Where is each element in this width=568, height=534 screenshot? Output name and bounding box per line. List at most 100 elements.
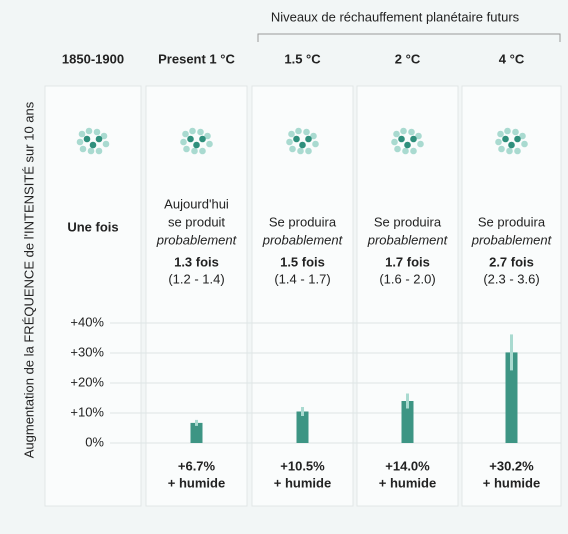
column-header: Present 1 °C — [158, 51, 235, 66]
icon-dot — [497, 130, 504, 138]
icon-dot — [394, 145, 401, 153]
value-label: +14.0% — [385, 458, 430, 473]
icon-dot — [89, 141, 97, 149]
description: probablement — [471, 232, 553, 247]
bar — [401, 401, 414, 443]
icon-dot — [199, 147, 206, 155]
frequency: 1.3 fois — [174, 254, 219, 269]
y-tick-label: 0% — [85, 434, 104, 449]
description: Se produira — [374, 214, 442, 229]
description: Se produira — [478, 214, 546, 229]
frequency: Une fois — [67, 219, 118, 234]
y-tick-label: +40% — [70, 314, 104, 329]
icon-dot — [76, 138, 84, 146]
frequency: 2.7 fois — [489, 254, 534, 269]
icon-dot — [83, 135, 91, 143]
suffix-label: + humide — [379, 475, 436, 490]
icon-dot — [206, 140, 213, 148]
icon-dot — [286, 138, 293, 146]
icon-dot — [85, 127, 93, 135]
description: probablement — [367, 232, 449, 247]
frequency: 1.7 fois — [385, 254, 430, 269]
icon-dot — [310, 132, 317, 140]
description: Se produira — [269, 214, 337, 229]
bracket — [257, 33, 561, 42]
icon-dot — [182, 130, 189, 138]
icon-dot — [180, 138, 187, 146]
suffix-label: + humide — [483, 475, 540, 490]
bar — [190, 422, 203, 443]
icon-dot — [519, 132, 526, 140]
icon-dot — [305, 135, 312, 143]
value-label: +30.2% — [489, 458, 534, 473]
icon-dot — [187, 135, 194, 143]
icon-dot — [303, 128, 310, 136]
icon-dot — [191, 147, 198, 155]
icon-dot — [100, 132, 108, 140]
range: (1.6 - 2.0) — [379, 271, 435, 286]
icon-dot — [295, 127, 302, 135]
icon-dot — [204, 132, 211, 140]
icon-dot — [199, 135, 206, 143]
icon-dot — [312, 140, 319, 148]
icon-dot — [391, 138, 398, 146]
icon-dot — [521, 140, 528, 148]
icon-dot — [400, 127, 407, 135]
range: (1.2 - 1.4) — [168, 271, 224, 286]
column-header: 2 °C — [395, 51, 421, 66]
value-label: +10.5% — [280, 458, 325, 473]
icon-dot — [95, 135, 103, 143]
icon-dot — [289, 145, 296, 153]
icon-dot — [495, 138, 502, 146]
icon-dot — [404, 141, 411, 149]
column-header: 1.5 °C — [284, 51, 321, 66]
icon-dot — [417, 140, 424, 148]
description: se produit — [168, 214, 225, 229]
range: (1.4 - 1.7) — [274, 271, 330, 286]
icon-dot — [297, 147, 304, 155]
icon-dot — [299, 141, 306, 149]
suffix-label: + humide — [274, 475, 331, 490]
icon-dot — [506, 147, 513, 155]
icon-dot — [293, 135, 300, 143]
icon-dot — [408, 128, 415, 136]
description: probablement — [262, 232, 344, 247]
bar — [296, 411, 309, 443]
icon-dot — [514, 147, 521, 155]
icon-dot — [393, 130, 400, 138]
icon-dot — [197, 128, 204, 136]
header: Niveaux de réchauffement planétaire futu… — [271, 9, 520, 24]
description: Aujourd'hui — [164, 196, 229, 211]
y-tick-label: +30% — [70, 344, 104, 359]
column-panel — [44, 85, 142, 507]
icon-dot — [78, 130, 86, 138]
icon-dot — [305, 147, 312, 155]
bar — [505, 352, 518, 443]
icon-dot — [415, 132, 422, 140]
y-tick-label: +20% — [70, 374, 104, 389]
icon-dot — [410, 147, 417, 155]
column-header: 4 °C — [499, 51, 525, 66]
value-label: +6.7% — [178, 458, 216, 473]
icon-dot — [95, 147, 103, 155]
icon-dot — [288, 130, 295, 138]
icon-dot — [102, 140, 110, 148]
icon-dot — [183, 145, 190, 153]
icon-dot — [189, 127, 196, 135]
y-tick-label: +10% — [70, 404, 104, 419]
icon-dot — [193, 141, 200, 149]
icon-dot — [402, 147, 409, 155]
description: probablement — [156, 232, 238, 247]
icon-dot — [514, 135, 521, 143]
icon-dot — [504, 127, 511, 135]
icon-dot — [79, 145, 87, 153]
y-axis-label: Augmentation de la FRÉQUENCE de l'INTENS… — [21, 101, 36, 458]
icon-dot — [398, 135, 405, 143]
icon-dot — [512, 128, 519, 136]
icon-dot — [498, 145, 505, 153]
icon-dot — [508, 141, 515, 149]
range: (2.3 - 3.6) — [483, 271, 539, 286]
icon-dot — [87, 147, 95, 155]
icon-dot — [502, 135, 509, 143]
